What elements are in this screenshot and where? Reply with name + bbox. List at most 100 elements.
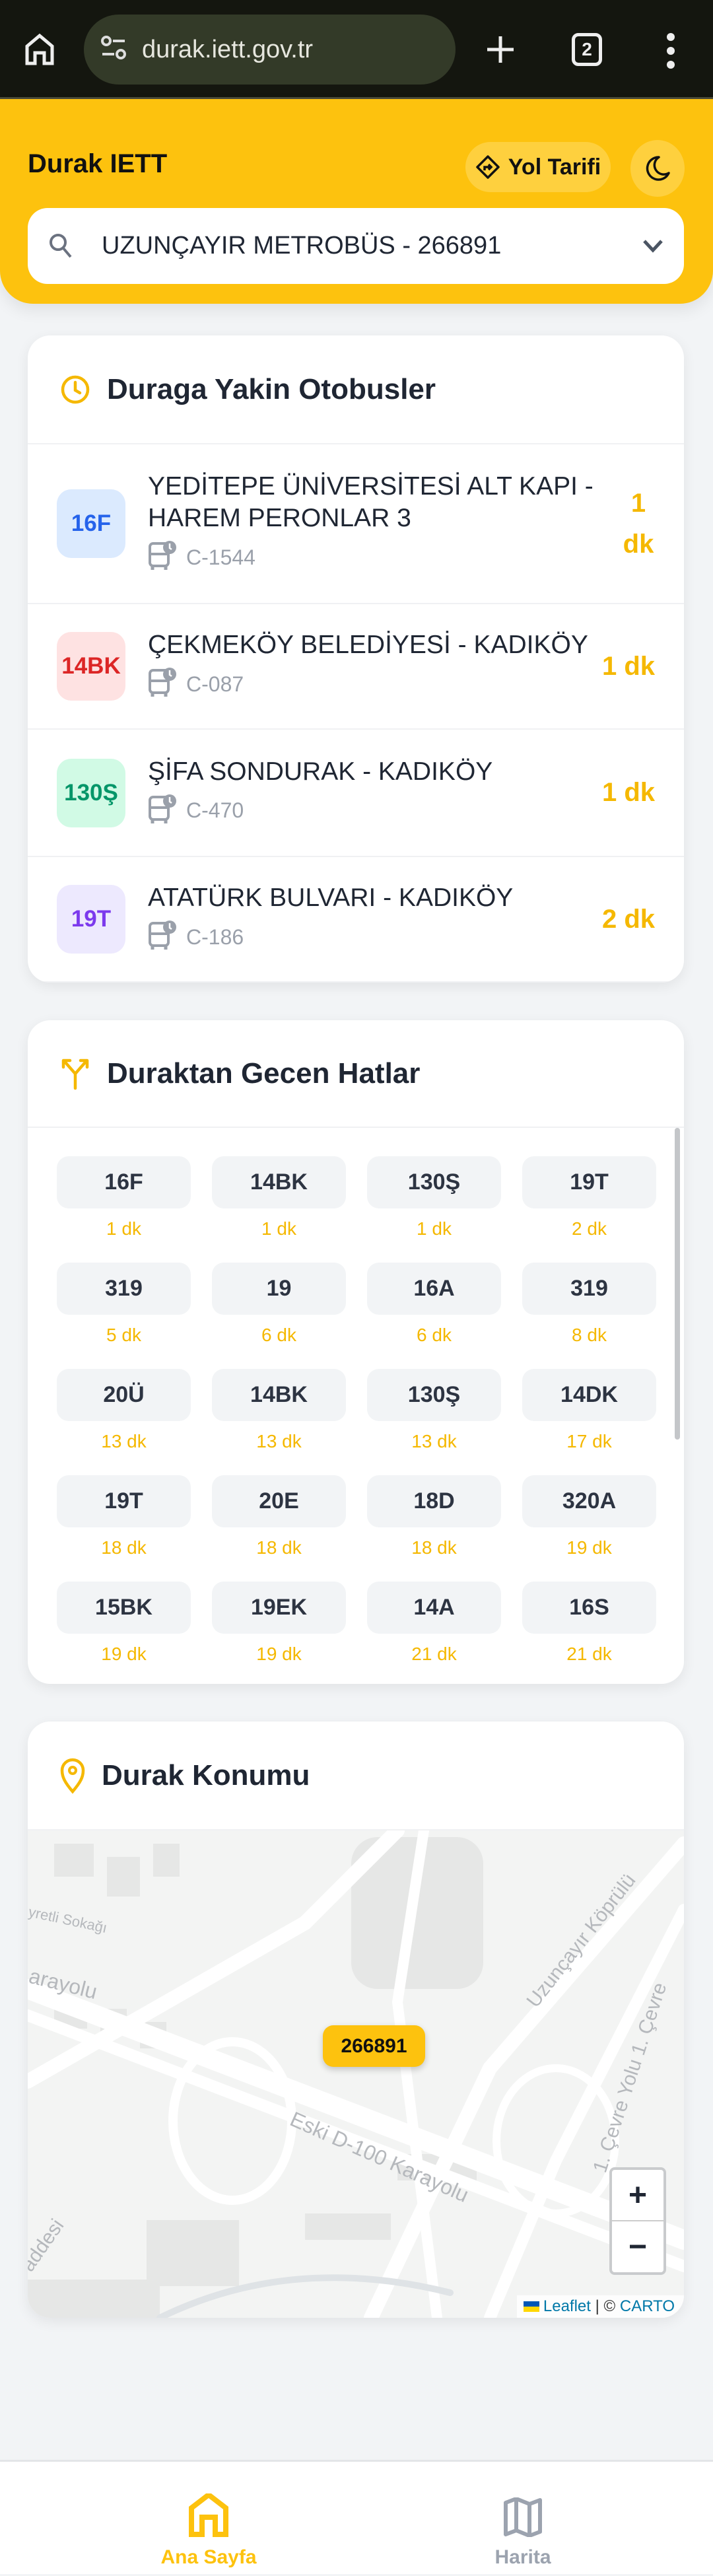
- map-icon: [504, 2497, 542, 2537]
- line-eta: 6 dk: [261, 1325, 296, 1345]
- bus-row[interactable]: 16F YEDİTEPE ÜNİVERSİTESİ ALT KAPI - HAR…: [28, 444, 684, 604]
- ukraine-flag-icon: [523, 2301, 539, 2312]
- directions-button[interactable]: Yol Tarifi: [465, 142, 611, 192]
- leaflet-link[interactable]: Leaflet: [543, 2297, 591, 2315]
- line-chip[interactable]: 14BK: [212, 1369, 346, 1421]
- url-text: durak.iett.gov.tr: [142, 35, 314, 63]
- line-chip[interactable]: 14BK: [212, 1156, 346, 1208]
- line-chip[interactable]: 18D: [367, 1475, 501, 1527]
- theme-toggle-button[interactable]: [630, 140, 685, 197]
- bus-eta: 2 dk: [601, 904, 655, 934]
- line-eta: 21 dk: [566, 1644, 612, 1664]
- clock-icon: [61, 375, 90, 403]
- bus-row[interactable]: 14BK ÇEKMEKÖY BELEDİYESİ - KADIKÖY C-087…: [28, 604, 684, 730]
- bus-row[interactable]: 19T ATATÜRK BULVARI - KADIKÖY C-186 2 dk: [28, 857, 684, 983]
- stop-marker[interactable]: 266891: [323, 2025, 425, 2067]
- bus-destination: ÇEKMEKÖY BELEDİYESİ - KADIKÖY: [148, 631, 588, 659]
- line-chip[interactable]: 15BK: [57, 1582, 191, 1634]
- attribution-separator: | ©: [590, 2297, 620, 2315]
- bus-clock-icon: [148, 792, 177, 830]
- bus-plate: C-1544: [148, 538, 610, 576]
- home-icon: [189, 2493, 228, 2537]
- bus-info: YEDİTEPE ÜNİVERSİTESİ ALT KAPI - HAREM P…: [148, 471, 610, 576]
- map[interactable]: yretli Sokağı arayolu Uzunçayır Köprülü …: [28, 1830, 684, 2318]
- route-split-icon: [61, 1059, 89, 1090]
- line-chip[interactable]: 319: [57, 1263, 191, 1315]
- nav-item-map[interactable]: Harita: [424, 2462, 622, 2576]
- map-label: Uzunçayır Köprülü: [523, 1870, 640, 2012]
- tab-count: 2: [582, 39, 592, 59]
- line-chip[interactable]: 19T: [522, 1156, 656, 1208]
- stop-location-header: Durak Konumu: [28, 1722, 684, 1830]
- directions-label: Yol Tarifi: [508, 154, 601, 180]
- plate-text: C-1544: [186, 545, 255, 569]
- search-value: UZUNÇAYIR METROBÜS - 266891: [102, 232, 502, 260]
- carto-link[interactable]: CARTO: [619, 2297, 675, 2315]
- scrollbar[interactable]: [675, 1128, 680, 1440]
- zoom-out-button[interactable]: −: [628, 2229, 648, 2264]
- line-eta: 19 dk: [256, 1644, 302, 1664]
- line-eta: 1 dk: [261, 1218, 296, 1239]
- browser-toolbar: durak.iett.gov.tr 2: [0, 0, 713, 99]
- bus-plate: C-470: [148, 792, 610, 830]
- line-chip[interactable]: 20E: [212, 1475, 346, 1527]
- line-badge: 19T: [57, 885, 125, 954]
- line-chip[interactable]: 130Ş: [367, 1156, 501, 1208]
- line-eta: 1 dk: [417, 1218, 452, 1239]
- nav-item-home[interactable]: Ana Sayfa: [110, 2462, 308, 2576]
- stop-search-select[interactable]: UZUNÇAYIR METROBÜS - 266891: [28, 208, 684, 284]
- line-chip[interactable]: 14A: [367, 1582, 501, 1634]
- moon-icon: [646, 156, 670, 181]
- line-chip[interactable]: 320A: [522, 1475, 656, 1527]
- bus-row[interactable]: 130Ş ŞİFA SONDURAK - KADIKÖY C-470 1 dk: [28, 730, 684, 857]
- zoom-in-button[interactable]: +: [612, 2170, 663, 2221]
- passing-lines-card: Duraktan Gecen Hatlar 16F 1 dk 14BK 1 dk 130…: [28, 1020, 684, 1684]
- line-eta: 19 dk: [566, 1537, 612, 1558]
- nearby-buses-card: Duraga Yakin Otobusler 16F YEDİTEPE ÜNİV…: [28, 335, 684, 983]
- bus-destination: ATATÜRK BULVARI - KADIKÖY: [148, 884, 514, 912]
- line-chip[interactable]: 20Ü: [57, 1369, 191, 1421]
- nav-label: Harita: [494, 2546, 551, 2568]
- bus-eta: 1 dk: [623, 489, 654, 559]
- line-chip[interactable]: 19EK: [212, 1582, 346, 1634]
- line-chip[interactable]: 19T: [57, 1475, 191, 1527]
- line-badge: 130Ş: [57, 758, 125, 827]
- map-pin-icon: [60, 1758, 85, 1793]
- line-badge: 16F: [57, 489, 125, 558]
- tabs-icon[interactable]: 2: [572, 33, 602, 66]
- bus-info: ATATÜRK BULVARI - KADIKÖY C-186: [148, 882, 610, 956]
- bus-plate: C-186: [148, 918, 610, 956]
- line-chip[interactable]: 14DK: [522, 1369, 656, 1421]
- bottom-nav: Ana Sayfa Harita: [0, 2460, 713, 2574]
- line-chip[interactable]: 319: [522, 1263, 656, 1315]
- plate-text: C-186: [186, 924, 244, 949]
- line-chip[interactable]: 16A: [367, 1263, 501, 1315]
- zoom-control: + −: [609, 2167, 666, 2275]
- home-icon[interactable]: [20, 30, 59, 69]
- line-eta: 18 dk: [411, 1537, 457, 1558]
- more-vert-icon[interactable]: [664, 32, 677, 70]
- line-chip[interactable]: 19: [212, 1263, 346, 1315]
- url-bar[interactable]: durak.iett.gov.tr: [84, 15, 456, 85]
- nav-label: Ana Sayfa: [160, 2546, 257, 2568]
- line-eta: 5 dk: [106, 1325, 141, 1345]
- stop-location-title: Durak Konumu: [102, 1758, 310, 1792]
- map-tiles: yretli Sokağı arayolu Uzunçayır Köprülü …: [28, 1830, 684, 2318]
- line-chip[interactable]: 16F: [57, 1156, 191, 1208]
- line-chip[interactable]: 130Ş: [367, 1369, 501, 1421]
- bus-info: ÇEKMEKÖY BELEDİYESİ - KADIKÖY C-087: [148, 629, 610, 703]
- map-label: yretli Sokağı: [28, 1903, 109, 1936]
- site-settings-icon[interactable]: [100, 34, 127, 65]
- directions-icon: [476, 155, 500, 179]
- line-chip[interactable]: 16S: [522, 1582, 656, 1634]
- plate-text: C-470: [186, 798, 244, 822]
- passing-lines-header: Duraktan Gecen Hatlar: [28, 1020, 684, 1128]
- lines-grid-scroll[interactable]: 16F 1 dk 14BK 1 dk 130Ş 1 dk 19T 2 dk 319 5 dk 19 6…: [28, 1128, 684, 1669]
- line-eta: 13 dk: [411, 1431, 457, 1451]
- passing-lines-title: Duraktan Gecen Hatlar: [107, 1057, 421, 1090]
- stop-location-card: Durak Konumu yretli Sokağı: [28, 1722, 684, 2318]
- line-eta: 2 dk: [572, 1218, 607, 1239]
- chevron-down-icon[interactable]: [642, 238, 664, 254]
- line-eta: 13 dk: [256, 1431, 302, 1451]
- plus-icon[interactable]: [481, 30, 520, 69]
